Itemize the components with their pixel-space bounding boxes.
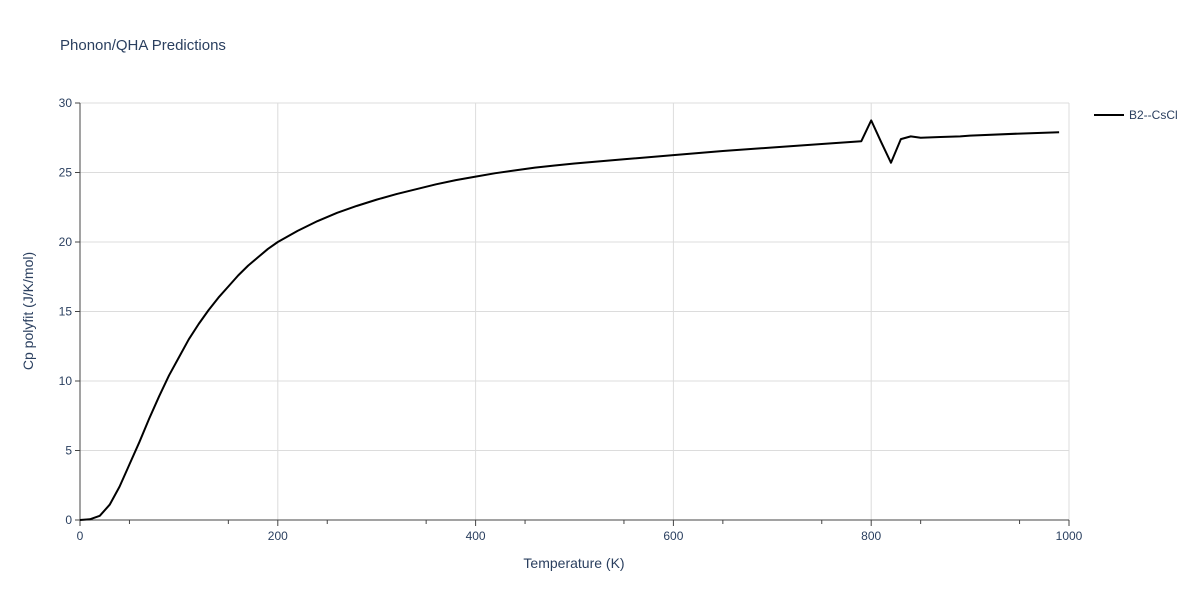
y-axis-title: Cp polyfit (J/K/mol): [20, 252, 36, 370]
legend-label: B2--CsCl: [1129, 108, 1178, 122]
axes: [75, 102, 1070, 526]
x-tick-label: 800: [861, 529, 881, 543]
y-tick-label: 25: [59, 166, 73, 180]
y-tick-label: 15: [59, 305, 73, 319]
y-tick-label: 30: [59, 96, 73, 110]
x-tick-label: 200: [268, 529, 288, 543]
series-lines: [79, 119, 1060, 521]
y-tick-label: 0: [65, 513, 72, 527]
x-tick-label: 400: [466, 529, 486, 543]
x-axis-title: Temperature (K): [523, 555, 624, 571]
y-tick-label: 20: [59, 235, 73, 249]
x-tick-label: 0: [77, 529, 84, 543]
x-tick-label: 1000: [1056, 529, 1083, 543]
tick-labels: 0 200 400 600 800 1000 0 5 10 15 20 25 30: [59, 96, 1083, 543]
x-tick-label: 600: [663, 529, 683, 543]
y-tick-label: 10: [59, 374, 73, 388]
legend[interactable]: B2--CsCl: [1094, 108, 1178, 122]
y-tick-label: 5: [65, 444, 72, 458]
gridlines: [80, 102, 1070, 520]
series-line: [79, 119, 1060, 521]
chart-title: Phonon/QHA Predictions: [60, 37, 226, 54]
